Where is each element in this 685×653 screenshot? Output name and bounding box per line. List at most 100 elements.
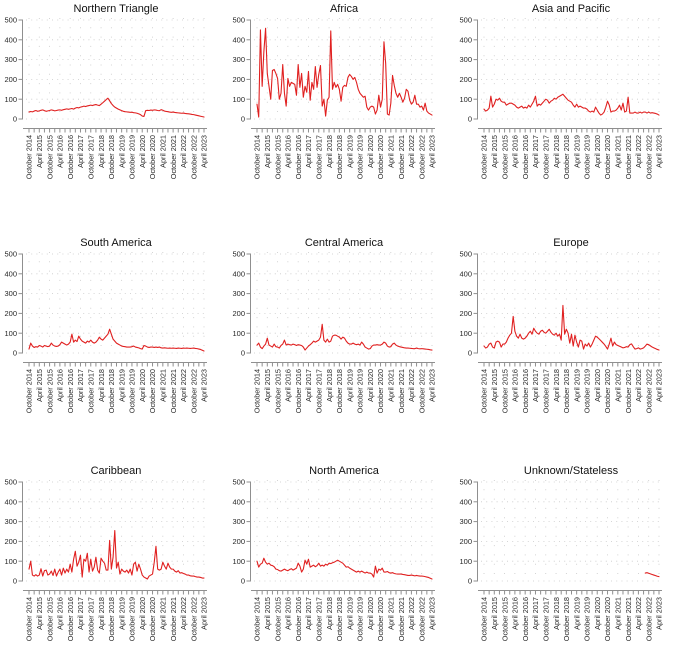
x-tick-label: April 2017 [76,369,85,402]
y-tick-label: 100 [4,329,17,338]
y-tick-label: 100 [232,557,245,566]
x-tick-label: October 2019 [356,135,365,179]
x-tick-label: October 2020 [603,597,612,641]
x-tick-label: October 2020 [148,597,157,641]
x-tick-label: April 2016 [56,135,65,168]
x-tick-label: October 2016 [66,135,75,179]
x-tick-label: October 2014 [480,597,489,641]
y-tick-label: 200 [459,75,472,84]
x-tick-label: October 2020 [603,135,612,179]
chart-panel-asia-and-pacific: Asia and Pacific 0 100 200 300 400 500 October… [455,0,685,218]
y-tick-label: 300 [232,517,245,526]
y-tick-label: 0 [13,115,17,124]
x-tick-label: October 2015 [45,597,54,641]
x-tick-label: April 2015 [490,135,499,168]
chart-title: Caribbean [91,465,142,477]
y-tick-label: 400 [459,269,472,278]
x-tick-label: October 2016 [521,135,530,179]
chart-panel-unknown-stateless: Unknown/Stateless 0 100 200 300 400 500 Octobe… [455,436,685,653]
x-tick-label: April 2019 [117,135,126,168]
x-tick-label: October 2021 [624,369,633,413]
y-tick-label: 400 [232,35,245,44]
y-tick-label: 100 [4,95,17,104]
x-tick-label: April 2016 [511,597,520,630]
x-tick-label: April 2018 [552,369,561,402]
series-line [256,557,433,580]
series-line [28,529,205,580]
chart-panel-south-america: South America 0 100 200 300 400 500 October 20… [0,218,228,436]
x-tick-label: October 2018 [107,135,116,179]
y-tick-label: 500 [232,478,245,487]
x-tick-label: October 2015 [45,369,54,413]
x-tick-label: April 2021 [614,135,623,168]
x-tick-label: October 2015 [45,135,54,179]
x-tick-label: April 2018 [552,597,561,630]
x-tick-label: April 2023 [655,135,664,168]
x-tick-label: October 2021 [169,597,178,641]
x-tick-label: April 2021 [159,597,168,630]
x-tick-label: October 2014 [25,597,34,641]
x-tick-label: October 2014 [480,369,489,413]
series-line [483,304,660,351]
x-tick-label: April 2023 [200,597,209,630]
x-tick-label: April 2018 [97,369,106,402]
x-tick-label: October 2017 [541,597,550,641]
x-tick-label: October 2017 [86,135,95,179]
y-tick-label: 300 [232,289,245,298]
y-tick-label: 200 [232,309,245,318]
x-tick-label: April 2021 [614,597,623,630]
x-tick-label: April 2015 [35,135,44,168]
x-tick-label: October 2021 [624,597,633,641]
x-tick-label: October 2019 [583,135,592,179]
x-tick-label: October 2017 [314,135,323,179]
y-tick-label: 200 [459,537,472,546]
y-tick-label: 300 [4,289,17,298]
x-tick-label: April 2017 [76,135,85,168]
x-tick-label: April 2017 [531,597,540,630]
y-tick-label: 0 [468,115,472,124]
x-tick-label: April 2015 [263,135,272,168]
chart-title: North America [309,465,380,477]
chart-svg: Unknown/Stateless 0 100 200 300 400 500 Octobe… [459,465,663,641]
y-tick-label: 100 [232,95,245,104]
x-tick-label: April 2022 [634,135,643,168]
x-tick-label: October 2017 [314,369,323,413]
chart-svg: Asia and Pacific 0 100 200 300 400 500 October… [459,3,663,180]
x-tick-label: April 2019 [572,369,581,402]
x-tick-label: October 2015 [273,597,282,641]
x-tick-label: April 2022 [407,369,416,402]
y-tick-label: 0 [241,349,245,358]
y-tick-label: 200 [4,75,17,84]
series-line [483,93,660,116]
y-tick-label: 0 [13,349,17,358]
y-tick-label: 100 [459,95,472,104]
x-tick-label: October 2019 [356,369,365,413]
y-tick-label: 300 [4,517,17,526]
y-tick-label: 300 [459,289,472,298]
x-tick-label: April 2021 [387,369,396,402]
x-tick-label: October 2018 [107,597,116,641]
x-tick-label: October 2018 [562,597,571,641]
x-tick-label: April 2020 [593,597,602,630]
x-tick-label: October 2015 [273,369,282,413]
x-tick-label: April 2022 [407,135,416,168]
y-tick-label: 500 [459,478,472,487]
series-line [28,97,205,118]
x-tick-label: April 2021 [387,597,396,630]
y-tick-label: 400 [4,497,17,506]
x-tick-label: April 2020 [366,135,375,168]
x-tick-label: October 2016 [66,597,75,641]
x-tick-label: October 2019 [583,597,592,641]
series-line [256,323,433,351]
x-tick-label: October 2022 [189,369,198,413]
x-tick-label: April 2019 [345,597,354,630]
x-tick-label: April 2015 [263,597,272,630]
series-line [28,328,205,352]
x-tick-label: April 2019 [117,369,126,402]
y-tick-label: 400 [232,497,245,506]
